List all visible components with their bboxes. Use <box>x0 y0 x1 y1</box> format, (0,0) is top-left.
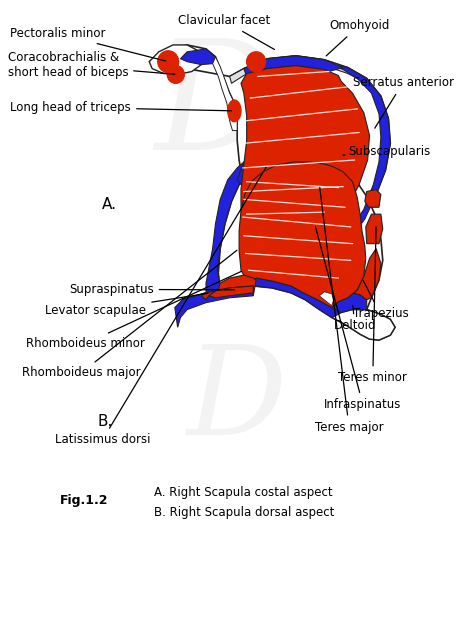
Polygon shape <box>241 65 370 243</box>
Text: Infraspinatus: Infraspinatus <box>315 227 401 411</box>
Polygon shape <box>181 49 216 65</box>
Circle shape <box>167 65 184 83</box>
Polygon shape <box>244 56 343 76</box>
Polygon shape <box>332 310 395 340</box>
Text: Fig.1.2: Fig.1.2 <box>60 494 108 507</box>
Polygon shape <box>365 190 381 207</box>
Text: Long head of triceps: Long head of triceps <box>10 101 232 114</box>
Circle shape <box>246 52 265 72</box>
Text: Coracobrachialis &
short head of biceps: Coracobrachialis & short head of biceps <box>8 51 175 79</box>
Polygon shape <box>149 45 203 74</box>
Polygon shape <box>253 278 341 318</box>
Polygon shape <box>332 293 367 312</box>
Text: B.: B. <box>97 413 113 429</box>
Text: Rhomboideus minor: Rhomboideus minor <box>27 271 241 350</box>
Text: A.: A. <box>102 197 117 212</box>
Ellipse shape <box>228 100 241 122</box>
Text: Teres major: Teres major <box>315 187 383 434</box>
Text: Supraspinatus: Supraspinatus <box>69 283 235 296</box>
Text: Subscapularis: Subscapularis <box>343 145 430 158</box>
Polygon shape <box>206 162 248 293</box>
Text: Teres minor: Teres minor <box>338 227 407 384</box>
Polygon shape <box>201 291 216 300</box>
Text: Omohyoid: Omohyoid <box>326 19 389 56</box>
Polygon shape <box>229 56 367 83</box>
Text: Serratus anterior: Serratus anterior <box>353 76 454 128</box>
Polygon shape <box>237 153 334 185</box>
Polygon shape <box>182 153 395 340</box>
Text: Clavicular facet: Clavicular facet <box>178 15 274 50</box>
Text: B. Right Scapula dorsal aspect: B. Right Scapula dorsal aspect <box>154 506 334 519</box>
Text: D: D <box>187 340 287 462</box>
Polygon shape <box>329 64 390 246</box>
Polygon shape <box>239 162 366 307</box>
Polygon shape <box>213 57 237 131</box>
Polygon shape <box>209 286 253 298</box>
Polygon shape <box>149 45 390 251</box>
Polygon shape <box>175 286 253 327</box>
Polygon shape <box>219 275 256 296</box>
Polygon shape <box>319 292 334 305</box>
Circle shape <box>158 51 179 72</box>
Text: Levator scapulae: Levator scapulae <box>46 293 208 318</box>
Text: Deltoid: Deltoid <box>334 305 376 332</box>
Text: Latissimus dorsi: Latissimus dorsi <box>55 168 266 446</box>
Text: Rhomboideus major: Rhomboideus major <box>22 250 237 380</box>
Polygon shape <box>366 214 383 244</box>
Polygon shape <box>253 204 329 251</box>
Polygon shape <box>334 248 381 302</box>
Text: A. Right Scapula costal aspect: A. Right Scapula costal aspect <box>154 486 333 500</box>
Text: Pectoralis minor: Pectoralis minor <box>10 27 165 61</box>
Text: D: D <box>154 34 276 182</box>
Text: Trapezius: Trapezius <box>353 281 408 321</box>
